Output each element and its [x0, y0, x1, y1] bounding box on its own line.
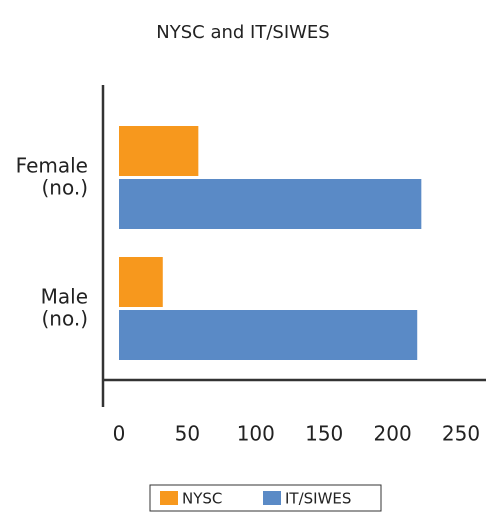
legend-swatch: [263, 491, 281, 505]
legend-label: NYSC: [182, 490, 222, 508]
y-tick-label: Male (no.): [41, 284, 88, 330]
y-tick-label: Female (no.): [16, 153, 88, 199]
legend-swatch: [160, 491, 178, 505]
x-tick-label: 200: [374, 422, 412, 446]
bar: [119, 310, 418, 360]
bar: [119, 257, 163, 307]
chart-title: NYSC and IT/SIWES: [156, 22, 329, 43]
legend-label: IT/SIWES: [285, 490, 351, 508]
x-tick-label: 250: [442, 422, 480, 446]
x-tick-label: 50: [175, 422, 200, 446]
bar: [119, 126, 199, 176]
x-tick-label: 100: [237, 422, 275, 446]
legend-box: [149, 484, 382, 512]
bar: [119, 179, 422, 229]
x-tick-label: 0: [113, 422, 126, 446]
x-tick-label: 150: [305, 422, 343, 446]
